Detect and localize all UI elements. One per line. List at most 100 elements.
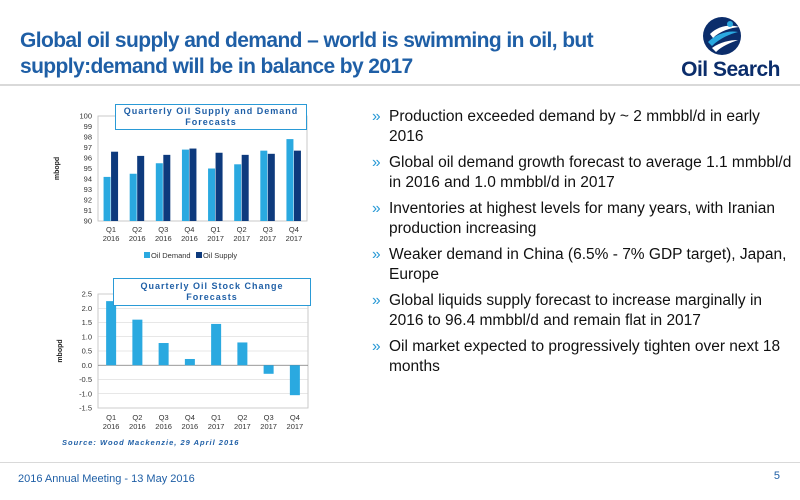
x-tick-label: 2016 bbox=[103, 422, 120, 431]
x-tick-label: Q4 bbox=[185, 413, 195, 422]
stock-change-bar bbox=[263, 365, 274, 374]
bullet-item: » Global liquids supply forecast to incre… bbox=[372, 291, 792, 331]
stock-change-bar bbox=[211, 323, 222, 366]
y-tick-label: 90 bbox=[84, 217, 92, 226]
y-tick-label: 1.5 bbox=[82, 318, 92, 327]
x-tick-label: 2017 bbox=[233, 234, 250, 243]
x-tick-label: Q3 bbox=[264, 413, 274, 422]
y-axis-label: mbopd bbox=[54, 157, 61, 180]
oil-demand-bar bbox=[234, 164, 242, 221]
x-tick-label: 2017 bbox=[259, 234, 276, 243]
x-tick-label: 2017 bbox=[208, 422, 225, 431]
slide-title: Global oil supply and demand – world is … bbox=[20, 28, 660, 80]
bullet-marker-icon: » bbox=[372, 292, 381, 309]
source-note: Source: Wood Mackenzie, 29 April 2016 bbox=[62, 438, 240, 447]
oil-supply-bar bbox=[137, 155, 145, 221]
plot-area-frame bbox=[97, 115, 308, 222]
oil-demand-bar bbox=[286, 139, 294, 221]
x-tick-label: Q2 bbox=[237, 225, 247, 234]
x-tick-label: Q3 bbox=[159, 413, 169, 422]
bullet-marker-icon: » bbox=[372, 200, 381, 217]
bullet-item: » Weaker demand in China (6.5% - 7% GDP t… bbox=[372, 245, 792, 285]
stock-change-bar bbox=[158, 343, 169, 366]
y-tick-label: 96 bbox=[84, 154, 92, 163]
x-tick-label: 2016 bbox=[103, 234, 120, 243]
x-tick-label: Q3 bbox=[158, 225, 168, 234]
oil-supply-bar bbox=[293, 150, 301, 221]
stock-change-bar bbox=[289, 365, 300, 396]
y-tick-label: 97 bbox=[84, 143, 92, 152]
oil-supply-bar bbox=[267, 153, 275, 221]
bullet-marker-icon: » bbox=[372, 154, 381, 171]
y-tick-label: 99 bbox=[84, 122, 92, 131]
page-number: 5 bbox=[773, 470, 780, 482]
bullet-text: Weaker demand in China (6.5% - 7% GDP ta… bbox=[389, 246, 787, 283]
y-tick-label: 0.5 bbox=[82, 347, 92, 356]
oil-demand-bar bbox=[129, 173, 137, 221]
oil-demand-bar bbox=[103, 176, 111, 221]
y-tick-label: -1.5 bbox=[79, 404, 92, 413]
legend-label: Oil Supply bbox=[203, 251, 237, 260]
x-tick-label: Q1 bbox=[211, 413, 221, 422]
bullet-text: Oil market expected to progressively tig… bbox=[389, 338, 781, 375]
x-tick-label: Q4 bbox=[289, 225, 299, 234]
y-tick-label: 94 bbox=[84, 175, 92, 184]
y-tick-label: 100 bbox=[79, 112, 92, 121]
x-tick-label: Q4 bbox=[290, 413, 300, 422]
x-tick-label: Q1 bbox=[106, 225, 116, 234]
stock-change-chart-svg: -1.5-1.0-0.50.00.51.01.52.02.5mbopdQ1201… bbox=[57, 290, 309, 431]
bullet-marker-icon: » bbox=[372, 246, 381, 263]
title-divider bbox=[0, 84, 800, 86]
y-tick-label: 98 bbox=[84, 133, 92, 142]
oil-supply-bar bbox=[215, 152, 223, 221]
bullet-text: Global liquids supply forecast to increa… bbox=[389, 292, 763, 329]
bullet-text: Production exceeded demand by ~ 2 mmbbl/… bbox=[389, 108, 760, 145]
oil-supply-bar bbox=[241, 154, 249, 221]
bullet-marker-icon: » bbox=[372, 108, 381, 125]
bullet-marker-icon: » bbox=[372, 338, 381, 355]
x-tick-label: Q4 bbox=[184, 225, 194, 234]
footer-divider bbox=[0, 462, 800, 463]
y-tick-label: 93 bbox=[84, 185, 92, 194]
y-tick-label: 95 bbox=[84, 164, 92, 173]
bullet-list: » Production exceeded demand by ~ 2 mmbbl… bbox=[372, 107, 792, 383]
x-tick-label: 2016 bbox=[129, 422, 146, 431]
bullet-item: » Global oil demand growth forecast to av… bbox=[372, 153, 792, 193]
bird-emblem-icon bbox=[703, 17, 741, 55]
y-tick-label: -1.0 bbox=[79, 389, 92, 398]
footer-text: 2016 Annual Meeting - 13 May 2016 bbox=[18, 473, 195, 485]
x-tick-label: 2016 bbox=[181, 234, 198, 243]
oil-demand-bar bbox=[260, 150, 268, 221]
x-tick-label: 2016 bbox=[155, 422, 172, 431]
oil-demand-bar bbox=[155, 163, 163, 221]
x-tick-label: Q1 bbox=[211, 225, 221, 234]
stock-change-bar bbox=[132, 319, 143, 366]
supply-demand-chart: 90 91 92 93 94 95 96 97 98 99 100 mbopd Q1 2016 Q2 2016… bbox=[50, 100, 320, 270]
x-tick-label: Q1 bbox=[106, 413, 116, 422]
x-tick-label: 2016 bbox=[155, 234, 172, 243]
x-tick-label: Q2 bbox=[132, 225, 142, 234]
bullet-item: » Inventories at highest levels for many … bbox=[372, 199, 792, 239]
x-tick-label: 2017 bbox=[287, 422, 304, 431]
x-tick-label: 2017 bbox=[207, 234, 224, 243]
oil-supply-bar bbox=[189, 148, 197, 221]
supply-demand-chart-svg: 90919293949596979899100mbopdQ12016Q22016… bbox=[54, 112, 308, 260]
stock-change-bar bbox=[237, 342, 248, 366]
stock-change-chart: -1.5 -1.0 -0.5 0.0 0.5 1.0 1.5 2.0 2.5 mbopd Q1 201… bbox=[50, 270, 320, 435]
x-tick-label: 2016 bbox=[129, 234, 146, 243]
y-tick-label: 1.0 bbox=[82, 332, 92, 341]
stock-change-chart-title: Quarterly Oil Stock Change Forecasts bbox=[113, 278, 311, 306]
oil-supply-bar bbox=[111, 151, 119, 221]
oil-demand-bar bbox=[181, 149, 189, 221]
x-tick-label: Q3 bbox=[263, 225, 273, 234]
supply-demand-chart-title: Quarterly Oil Supply and Demand Forecast… bbox=[115, 104, 307, 130]
slide-title-line-1: Global oil supply and demand – world is … bbox=[20, 29, 594, 52]
x-tick-label: Q2 bbox=[237, 413, 247, 422]
slide-title-line-2: supply:demand will be in balance by 2017 bbox=[20, 55, 413, 78]
x-tick-label: Q2 bbox=[132, 413, 142, 422]
oil-search-logo: Oil Search bbox=[660, 12, 781, 82]
y-tick-label: 0.0 bbox=[82, 361, 92, 370]
x-tick-label: 2017 bbox=[286, 234, 303, 243]
logo-text: Oil Search bbox=[681, 58, 780, 81]
bullet-item: » Oil market expected to progressively ti… bbox=[372, 337, 792, 377]
